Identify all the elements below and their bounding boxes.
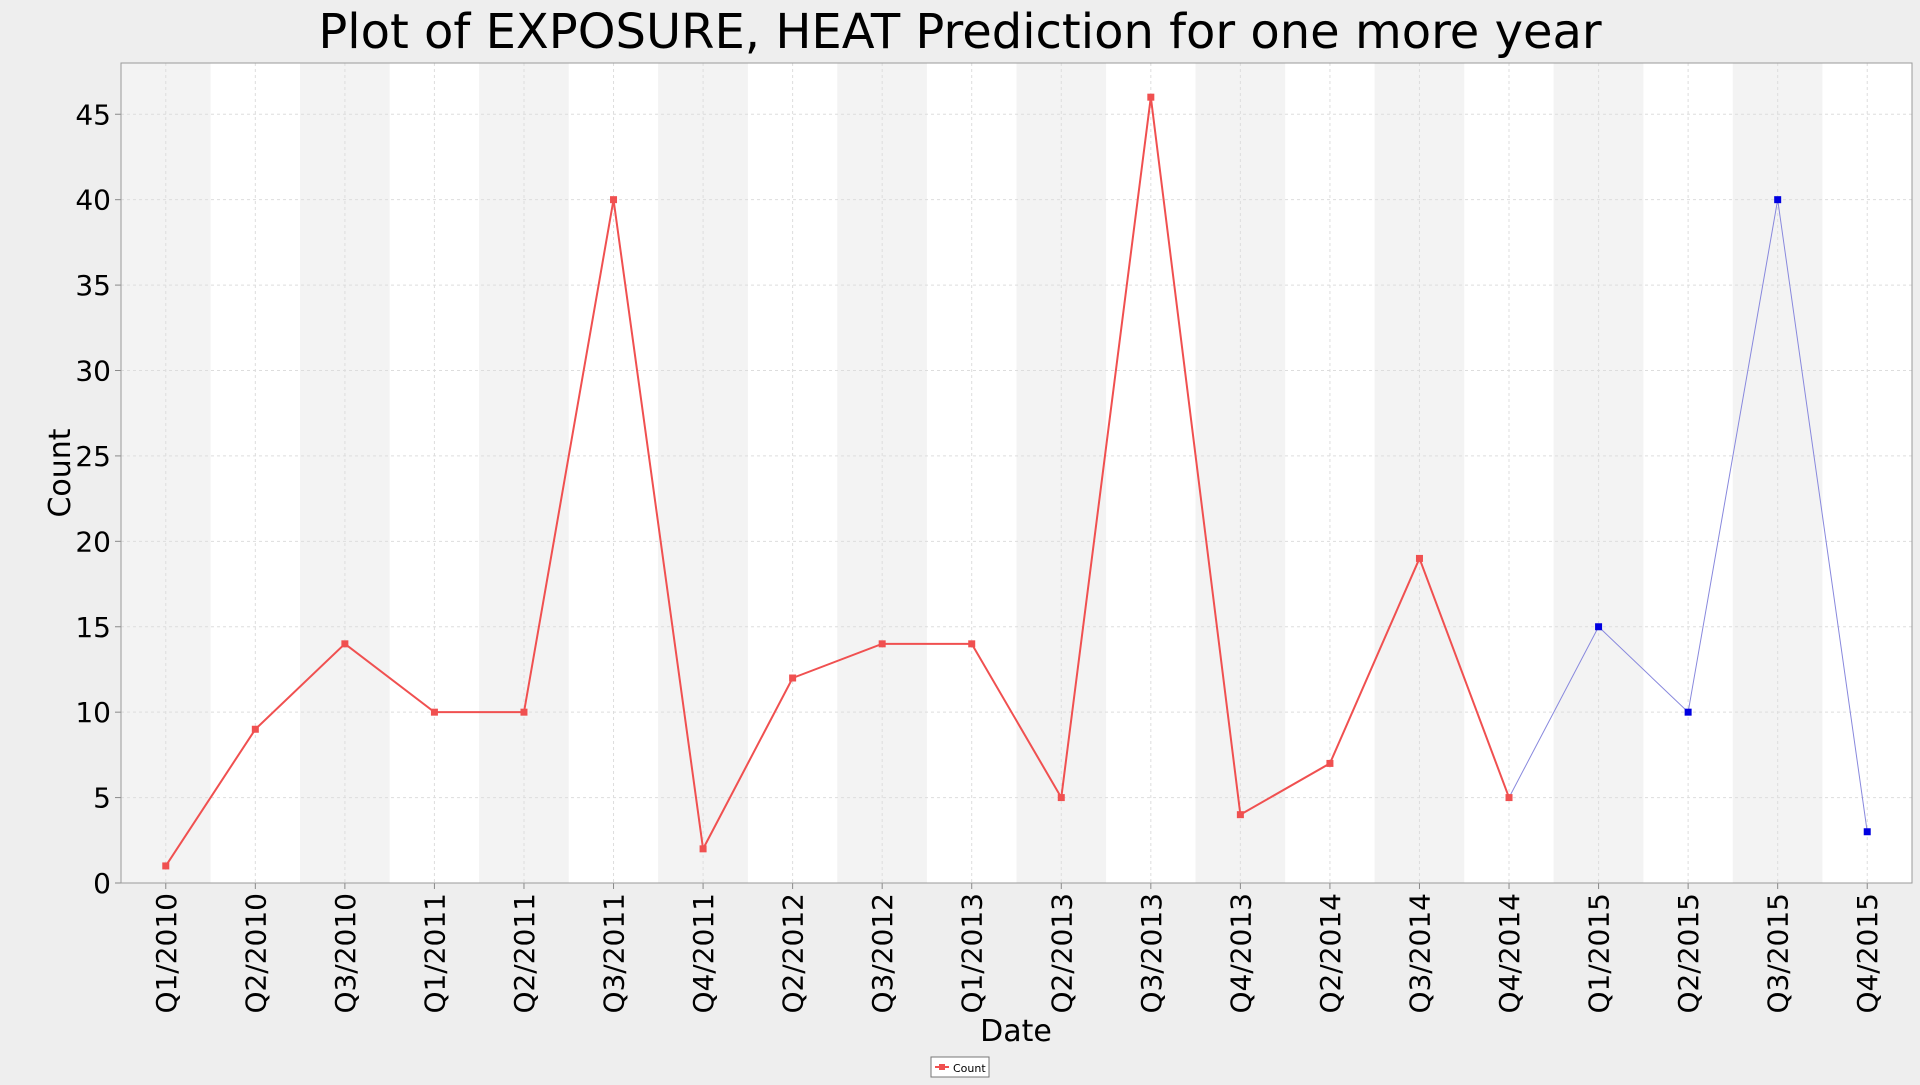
legend: Count [930, 1056, 990, 1078]
data-point [1057, 794, 1065, 802]
data-point [1326, 759, 1334, 767]
x-tick-label: Q4/2013 [1224, 893, 1257, 1014]
data-point [520, 708, 528, 716]
data-point [1505, 794, 1513, 802]
x-tick-label: Q4/2015 [1851, 893, 1884, 1014]
x-tick-label: Q3/2012 [866, 893, 899, 1014]
data-point [1684, 708, 1692, 716]
x-tick-label: Q2/2013 [1045, 893, 1078, 1014]
data-point [162, 862, 170, 870]
y-tick-label: 0 [93, 867, 111, 900]
data-point [1147, 93, 1155, 101]
legend-marker [939, 1064, 945, 1070]
data-point [430, 708, 438, 716]
x-tick-label: Q3/2015 [1762, 893, 1795, 1014]
x-tick-label: Q3/2013 [1135, 893, 1168, 1014]
x-tick-label: Q2/2012 [777, 893, 810, 1014]
data-point [699, 845, 707, 853]
y-tick-label: 25 [75, 440, 111, 473]
x-tick-label: Q2/2011 [508, 893, 541, 1014]
x-axis-title: Date [980, 1014, 1052, 1049]
x-tick-label: Q1/2010 [150, 893, 183, 1014]
data-point [1863, 828, 1871, 836]
y-tick-label: 20 [75, 525, 111, 558]
x-tick-label: Q4/2011 [687, 893, 720, 1014]
data-point [341, 640, 349, 648]
y-tick-label: 15 [75, 611, 111, 644]
data-point [878, 640, 886, 648]
y-axis-title: Count [43, 428, 78, 517]
y-tick-label: 35 [75, 269, 111, 302]
data-point [968, 640, 976, 648]
y-tick-label: 40 [75, 184, 111, 217]
y-tick-label: 30 [75, 355, 111, 388]
x-tick-label: Q3/2014 [1403, 893, 1436, 1014]
x-tick-label: Q1/2011 [418, 893, 451, 1014]
data-point [1415, 554, 1423, 562]
data-point [1774, 196, 1782, 204]
data-point [610, 196, 618, 204]
x-tick-label: Q3/2011 [598, 893, 631, 1014]
series-line [164, 97, 1510, 867]
legend-label: Count [953, 1062, 986, 1075]
chart-title: Plot of EXPOSURE, HEAT Prediction for on… [318, 4, 1602, 60]
x-tick-label: Q2/2010 [239, 893, 272, 1014]
y-tick-label: 5 [93, 782, 111, 815]
data-point [1595, 623, 1603, 631]
x-tick-label: Q3/2010 [329, 893, 362, 1014]
data-point [1236, 811, 1244, 819]
x-tick-label: Q4/2014 [1493, 893, 1526, 1014]
data-point [789, 674, 797, 682]
x-tick-label: Q1/2015 [1583, 893, 1616, 1014]
x-tick-label: Q1/2013 [956, 893, 989, 1014]
x-tick-label: Q2/2014 [1314, 893, 1347, 1014]
x-tick-label: Q2/2015 [1672, 893, 1705, 1014]
data-point [251, 725, 259, 733]
y-tick-label: 45 [75, 98, 111, 131]
y-tick-label: 10 [75, 696, 111, 729]
